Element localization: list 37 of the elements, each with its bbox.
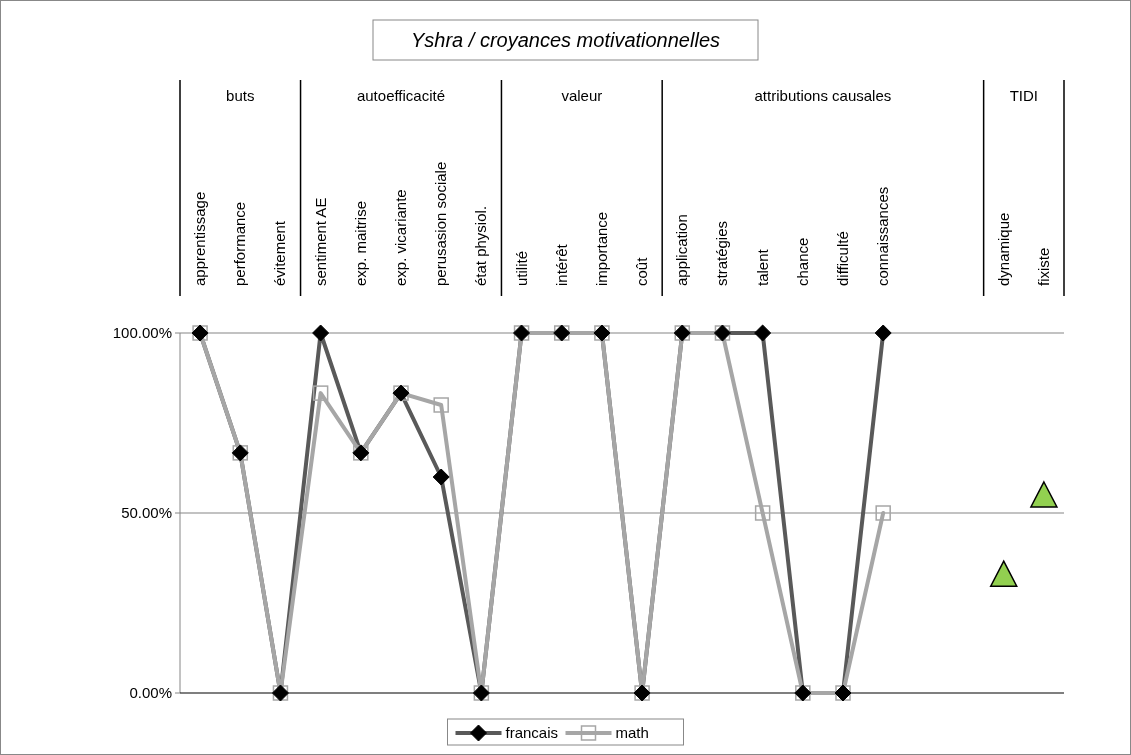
x-tick-label: exp. vicariante [392,189,409,286]
x-tick-label: état physiol. [472,205,490,286]
x-tick-label: difficulté [834,231,851,286]
text: attributions causales [754,87,892,104]
x-tick-label: sentiment AE [311,197,329,286]
x-tick-label: évitement [271,220,289,286]
point [754,505,771,521]
point [1030,481,1058,508]
x-tick-label: talent [753,248,771,286]
point [875,505,891,521]
x-tick-label: application [673,214,691,286]
x-tick-label: coût [633,256,651,286]
text: valeur [561,87,603,104]
legend-label: math [615,724,649,741]
x-tick-label: stratégies [713,220,731,286]
y-tick-label: 100.00% [112,324,172,341]
point [433,397,449,413]
x-tick-label: dynamique [994,212,1012,286]
x-tick-label: chance [793,237,811,286]
point [312,385,329,401]
x-tick-label: intérêt [552,243,570,286]
point [989,560,1018,587]
x-tick-label: perusasion sociale [432,161,450,286]
text: autoefficacité [356,87,446,104]
x-tick-label: importance [592,211,610,286]
text: buts [226,87,255,104]
y-tick-label: 0.00% [129,684,172,701]
legend-label: francais [505,724,559,741]
x-tick-label: apprentissage [191,191,209,286]
x-tick-label: connaissances [874,186,892,286]
chart-title: Yshra / croyances motivationnelles [410,29,721,51]
y-tick-label: 50.00% [121,504,172,521]
text: TIDI [1009,87,1038,104]
x-tick-label: exp. maitrise [351,200,369,286]
x-tick-label: fixiste [1034,247,1052,286]
x-tick-label: utilité [512,250,530,286]
x-tick-label: performance [231,201,249,286]
